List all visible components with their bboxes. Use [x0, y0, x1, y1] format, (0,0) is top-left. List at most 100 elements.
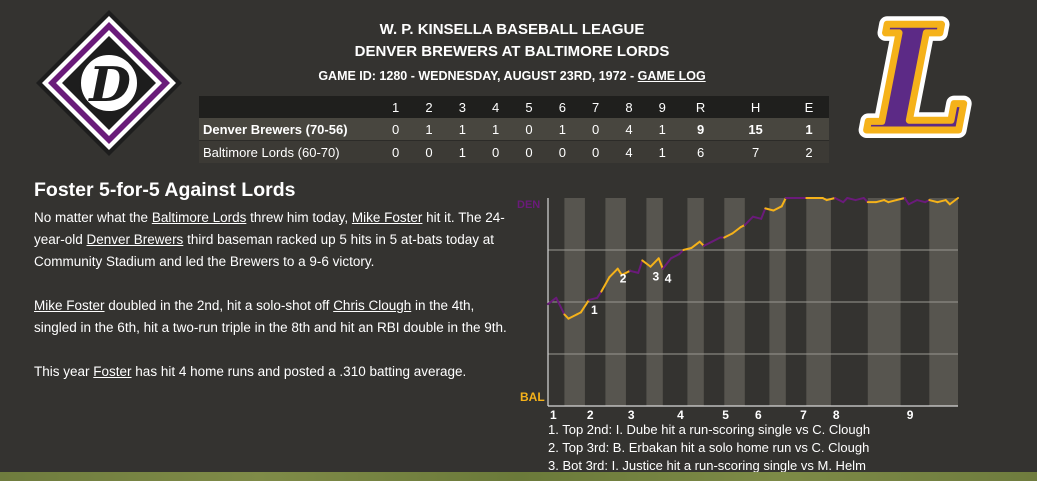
chart-gridlines — [547, 198, 958, 407]
total-errors: 2 — [788, 140, 829, 163]
denver-brewers-logo[interactable]: D — [34, 8, 184, 158]
line-score-table: 1 2 3 4 5 6 7 8 9 R H E Denver Brewers (… — [199, 96, 829, 163]
inning-header: 6 — [545, 96, 579, 118]
total-runs: 6 — [678, 140, 723, 163]
wp-segment — [641, 259, 652, 268]
total-errors: 1 — [788, 118, 829, 141]
inning-runs: 1 — [412, 118, 446, 141]
wp-segment — [670, 253, 681, 260]
play-marker: 2 — [620, 272, 627, 286]
team-name[interactable]: Denver Brewers (70-56) — [199, 118, 379, 141]
matchup-title: DENVER BREWERS AT BALTIMORE LORDS — [354, 43, 670, 60]
hits-header: H — [722, 96, 789, 118]
inning-runs: 0 — [545, 140, 579, 163]
wp-segment — [547, 296, 558, 306]
wp-segment — [916, 199, 927, 204]
play-marker: 3 — [653, 270, 660, 284]
player-link-clough[interactable]: Chris Clough — [333, 298, 412, 313]
inning-header: 8 — [612, 96, 646, 118]
wp-segment — [637, 259, 644, 274]
team-link-lords[interactable]: Baltimore Lords — [151, 210, 247, 225]
player-link-foster[interactable]: Foster — [93, 364, 132, 379]
inning-header: 7 — [578, 96, 613, 118]
home-logo-letter-outline: L — [866, 8, 972, 148]
errors-header: E — [788, 96, 829, 118]
wp-segment — [948, 197, 959, 206]
inning-runs: 0 — [478, 140, 513, 163]
article-text: threw him today, — [246, 210, 352, 225]
inning-runs: 0 — [379, 118, 413, 141]
game-log-link[interactable]: GAME LOG — [637, 69, 706, 83]
wp-segment — [711, 236, 722, 243]
wp-segment — [588, 296, 599, 301]
inning-header: 4 — [478, 96, 513, 118]
inning-tick-label: 1 — [550, 408, 557, 422]
baltimore-lords-logo[interactable]: L L — [853, 0, 988, 173]
wp-segment — [579, 298, 590, 314]
team-link-brewers[interactable]: Denver Brewers — [86, 232, 184, 247]
wp-segment — [895, 197, 906, 202]
inning-tick-label: 8 — [833, 408, 840, 422]
inning-runs: 1 — [645, 140, 679, 163]
home-logo-letter: L — [866, 8, 972, 148]
wp-segment — [600, 276, 611, 293]
total-runs: 9 — [678, 118, 723, 141]
key-play: 3. Bot 3rd: I. Justice hit a run-scoring… — [548, 458, 866, 473]
inning-tick-labels: 1 2 3 4 5 6 7 8 9 — [550, 408, 914, 422]
article-paragraph: No matter what the Baltimore Lords threw… — [34, 207, 519, 273]
wp-segment — [702, 240, 713, 247]
inning-runs: 0 — [379, 140, 413, 163]
wp-segment — [620, 269, 631, 276]
wp-segment — [780, 197, 787, 208]
wp-segment — [723, 232, 734, 239]
article-body: No matter what the Baltimore Lords threw… — [34, 207, 519, 405]
player-link-foster[interactable]: Mike Foster — [351, 210, 423, 225]
win-probability-line — [547, 197, 959, 320]
wp-segment — [907, 199, 918, 206]
inning-runs: 4 — [612, 118, 646, 141]
wp-segment — [854, 197, 865, 202]
wp-segment — [596, 290, 603, 299]
inning-runs: 1 — [545, 118, 579, 141]
wp-segment — [661, 257, 672, 270]
table-row: Baltimore Lords (60-70) 0 0 1 0 0 0 0 4 … — [199, 140, 829, 163]
runs-header: R — [678, 96, 723, 118]
inning-tick-label: 9 — [907, 408, 914, 422]
player-link-foster[interactable]: Mike Foster — [34, 298, 105, 313]
inning-runs: 0 — [512, 118, 546, 141]
key-play: 2. Top 3rd: B. Erbakan hit a solo home r… — [548, 440, 870, 455]
line-score-header-row: 1 2 3 4 5 6 7 8 9 R H E — [199, 96, 829, 118]
inning-tick-label: 4 — [677, 408, 684, 422]
key-plays-list: 1. Top 2nd: I. Dube hit a run-scoring si… — [548, 421, 968, 475]
article-text: No matter what the — [34, 210, 152, 225]
page-footer-strip — [0, 472, 1037, 481]
inning-runs: 4 — [612, 140, 646, 163]
wp-segment — [764, 207, 775, 212]
inning-runs: 0 — [512, 140, 546, 163]
inning-header: 5 — [512, 96, 546, 118]
wp-segment — [903, 197, 910, 206]
wp-segment — [731, 226, 742, 235]
wp-segment — [616, 267, 623, 276]
game-info: GAME ID: 1280 - WEDNESDAY, AUGUST 23RD, … — [200, 69, 824, 83]
wp-segment — [760, 207, 767, 220]
article-paragraph: Mike Foster doubled in the 2nd, hit a so… — [34, 295, 519, 339]
wp-segment — [825, 197, 836, 202]
team-name[interactable]: Baltimore Lords (60-70) — [199, 140, 379, 163]
article-text: This year — [34, 364, 94, 379]
wp-segment — [772, 205, 783, 212]
wp-segment — [682, 246, 693, 251]
inning-header: 3 — [445, 96, 479, 118]
play-marker: 1 — [591, 303, 598, 317]
inning-tick-label: 5 — [722, 408, 729, 422]
wp-segment — [928, 199, 939, 204]
wp-segment — [608, 267, 619, 279]
article-text: third baseman racked up 5 hits in 5 at-b… — [34, 232, 494, 269]
inning-runs: 0 — [578, 118, 613, 141]
wp-segment — [690, 240, 701, 249]
wp-segment — [846, 197, 857, 202]
inning-tick-label: 6 — [755, 408, 762, 422]
wp-segment — [752, 215, 763, 220]
inning-runs: 1 — [478, 118, 513, 141]
wp-segment — [657, 257, 664, 270]
